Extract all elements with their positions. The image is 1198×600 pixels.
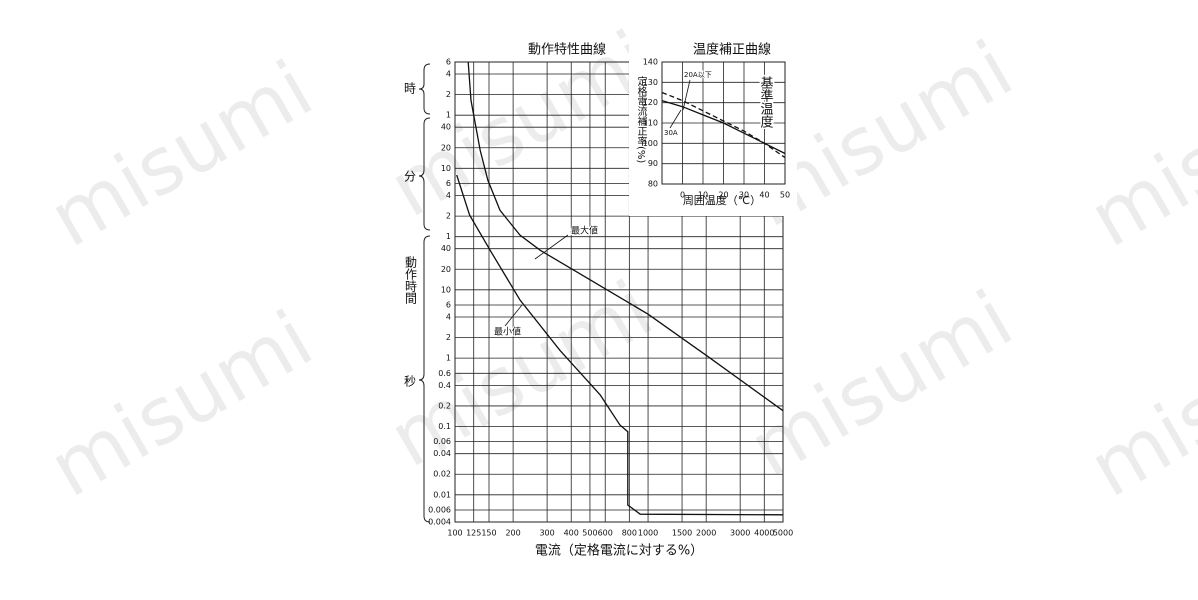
x-axis-label: 周囲温度（℃） bbox=[683, 193, 761, 207]
chart-title: 動作特性曲線 bbox=[528, 42, 606, 58]
x-tick-label: 150 bbox=[481, 529, 496, 538]
y-tick-label: 0.2 bbox=[438, 401, 451, 410]
chart-title: 温度補正曲線 bbox=[693, 42, 771, 58]
y-tick-label: 6 bbox=[446, 300, 451, 309]
series-line bbox=[467, 61, 784, 412]
x-tick-label: 125 bbox=[466, 529, 481, 538]
y-tick-label: 4 bbox=[446, 313, 451, 322]
x-tick-label: 1000 bbox=[638, 529, 658, 538]
x-tick-label: 0 bbox=[680, 191, 685, 200]
y-tick-label: 80 bbox=[648, 180, 658, 189]
series-line bbox=[456, 174, 784, 516]
y-tick-label: 4 bbox=[446, 191, 451, 200]
y-tick-label: 6 bbox=[446, 179, 451, 188]
inset-chart: 80 90 100 110 120 130 140 0 10 20 30 40 50 20A以下 30A 温度… bbox=[629, 40, 797, 216]
x-tick-label: 100 bbox=[447, 529, 462, 538]
plot-border bbox=[454, 61, 784, 523]
x-tick-label: 600 bbox=[598, 529, 613, 538]
y-tick-label: 0.02 bbox=[433, 470, 451, 479]
y-tick-label: 0.01 bbox=[433, 490, 451, 499]
y-tick-label: 100 bbox=[643, 139, 658, 148]
series-label: 30A bbox=[664, 129, 678, 137]
plot-border bbox=[661, 61, 786, 185]
y-tick-label: 0.004 bbox=[428, 518, 451, 527]
y-axis-label: 動作時間 bbox=[404, 256, 418, 304]
annotation-arrow bbox=[669, 109, 682, 129]
x-tick-label: 2000 bbox=[696, 529, 716, 538]
y-tick-label: 4 bbox=[446, 70, 451, 79]
y-tick-label: 10 bbox=[441, 285, 451, 294]
y-tick-label: 0.4 bbox=[438, 381, 451, 390]
y-tick-label: 10 bbox=[441, 164, 451, 173]
y-axis-label: 定格電流補正率(%) bbox=[635, 75, 647, 164]
y-tick-label: 40 bbox=[441, 244, 451, 253]
x-tick-label: 1500 bbox=[672, 529, 692, 538]
series-label: 20A以下 bbox=[684, 71, 712, 79]
unit-seconds: 秒 bbox=[404, 375, 416, 389]
annotation: 基準温度 bbox=[758, 76, 774, 128]
y-tick-label: 0.6 bbox=[438, 369, 451, 378]
unit-hours: 時 bbox=[404, 82, 416, 96]
y-tick-label: 0.006 bbox=[428, 505, 451, 514]
series-line bbox=[661, 99, 786, 155]
x-tick-label: 5000 bbox=[773, 529, 793, 538]
x-tick-label: 30 bbox=[739, 191, 749, 200]
y-tick-label: 20 bbox=[441, 143, 451, 152]
brace-minutes bbox=[418, 117, 431, 231]
x-tick-label: 3000 bbox=[730, 529, 750, 538]
x-tick-label: 800 bbox=[622, 529, 637, 538]
annotation-arrow bbox=[504, 304, 523, 327]
y-tick-label: 6 bbox=[446, 58, 451, 67]
y-tick-label: 110 bbox=[643, 119, 658, 128]
x-tick-label: 10 bbox=[698, 191, 708, 200]
inset-background bbox=[629, 40, 797, 216]
brace-seconds bbox=[418, 235, 431, 523]
y-tick-label: 20 bbox=[441, 265, 451, 274]
y-tick-label: 1 bbox=[446, 111, 451, 120]
annotation-arrow bbox=[534, 234, 569, 260]
series-label: 最大値 bbox=[571, 225, 598, 237]
brace-hours bbox=[418, 63, 431, 115]
x-tick-label: 4000 bbox=[754, 529, 774, 538]
x-tick-label: 500 bbox=[582, 529, 597, 538]
y-tick-label: 120 bbox=[643, 98, 658, 107]
x-tick-label: 50 bbox=[780, 191, 790, 200]
series-label: 最小値 bbox=[494, 326, 521, 338]
y-tick-label: 0.1 bbox=[438, 422, 451, 431]
y-tick-label: 2 bbox=[446, 90, 451, 99]
y-tick-label: 40 bbox=[441, 123, 451, 132]
y-tick-label: 1 bbox=[446, 232, 451, 241]
x-tick-label: 400 bbox=[564, 529, 579, 538]
x-tick-label: 40 bbox=[759, 191, 769, 200]
y-tick-label: 130 bbox=[643, 78, 658, 87]
annotation-arrow bbox=[682, 79, 691, 111]
y-tick-label: 0.04 bbox=[433, 449, 451, 458]
y-tick-label: 140 bbox=[643, 58, 658, 67]
y-tick-label: 2 bbox=[446, 212, 451, 221]
x-tick-label: 200 bbox=[505, 529, 520, 538]
y-tick-label: 90 bbox=[648, 159, 658, 168]
y-tick-label: 0.06 bbox=[433, 437, 451, 446]
y-tick-label: 2 bbox=[446, 333, 451, 342]
time-unit-braces bbox=[418, 63, 431, 523]
y-tick-label: 1 bbox=[446, 354, 451, 363]
unit-minutes: 分 bbox=[404, 170, 416, 184]
x-axis-label: 電流（定格電流に対する%） bbox=[535, 543, 703, 559]
x-tick-label: 300 bbox=[539, 529, 554, 538]
x-tick-label: 20 bbox=[718, 191, 728, 200]
